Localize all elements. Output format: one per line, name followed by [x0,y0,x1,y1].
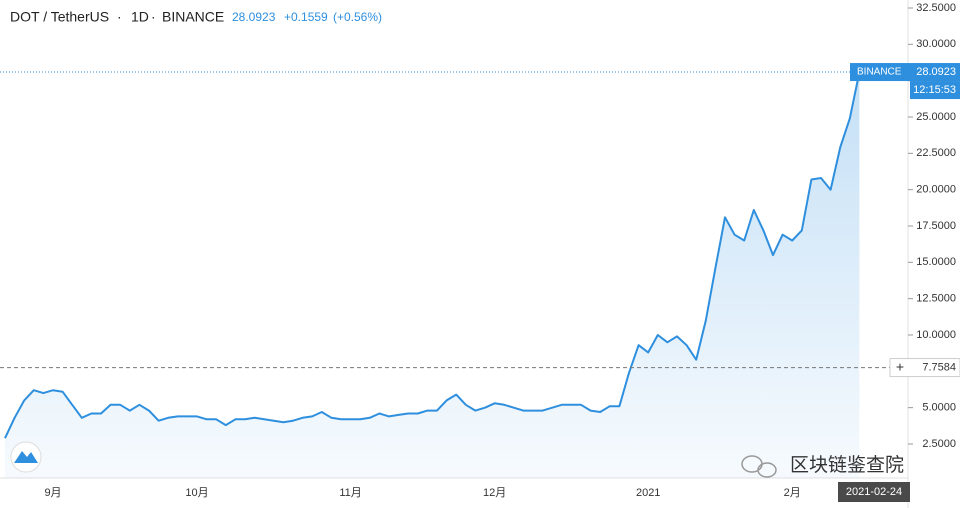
crosshair-plus: + [896,358,904,374]
y-tick-label: 10.0000 [916,329,956,341]
y-tick-label: 2.5000 [922,438,956,450]
y-tick-label: 15.0000 [916,256,956,268]
change-pct: (+0.56%) [333,10,382,24]
x-tick-label: 11月 [339,487,361,499]
y-tick-label: 12.5000 [916,293,956,305]
exchange: BINANCE [162,9,224,25]
y-tick-label: 5.0000 [922,402,956,414]
symbol: DOT / TetherUS [10,9,109,25]
separator: · [117,9,122,25]
last-price-exchange: BINANCE [857,67,902,78]
y-tick-label: 30.0000 [916,38,956,50]
x-tick-label: 10月 [185,487,208,499]
x-tick-label: 2021 [636,487,660,499]
y-tick-label: 17.5000 [916,220,956,232]
logo [10,441,42,473]
crosshair-tag [889,358,960,378]
last-price-label: 28.0923 [916,66,956,78]
price: 28.0923 [232,10,276,24]
x-tick-label: 12月 [483,487,506,499]
crosshair-price: 7.7584 [922,361,956,373]
y-tick-label: 22.5000 [916,147,956,159]
price-line [4,71,861,439]
crosshair-date: 2021-02-24 [846,486,902,498]
separator: · [151,9,156,25]
x-tick-label: 9月 [44,487,61,499]
area [5,72,860,478]
interval: 1D [131,9,149,25]
watermark-icon [741,455,777,478]
change: +0.1559 [284,10,328,24]
crosshair-date-tag [838,482,910,502]
y-tick-label: 32.5000 [916,2,956,14]
watermark: 区块链鉴查院 [790,454,904,476]
countdown: 12:15:53 [913,84,956,96]
last-price-tag [850,63,960,82]
countdown-tag [910,81,960,100]
y-tick-label: 25.0000 [916,111,956,123]
x-tick-label: 2月 [784,487,801,499]
y-tick-label: 20.0000 [916,184,956,196]
